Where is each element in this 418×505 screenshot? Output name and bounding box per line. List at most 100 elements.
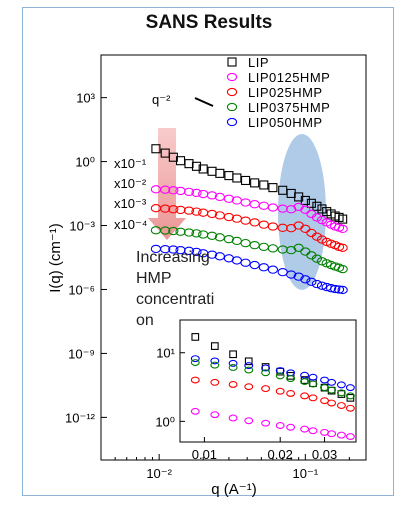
data-point-lip0375hmp (337, 264, 348, 274)
y-tick-label: 10³ (76, 91, 95, 106)
data-point-lip025hmp (223, 212, 235, 222)
inset-data-point (336, 431, 346, 439)
data-point-lip (184, 159, 194, 169)
inset-data-point (336, 402, 346, 409)
inset-data-point (228, 364, 238, 371)
data-point-lip050hmp (183, 246, 195, 255)
legend-label: LIP025HMP (248, 85, 323, 100)
legend-marker (226, 102, 238, 112)
x-axis-label: q (A⁻¹) (211, 481, 256, 498)
inset-data-point (308, 380, 318, 388)
inset-data-point (300, 378, 310, 386)
data-point-lip0125hmp (286, 205, 297, 214)
inset-data-point (261, 364, 271, 372)
inset-x-tick-label: 0.01 (192, 447, 217, 462)
data-point-lip050hmp (240, 258, 251, 267)
inset-data-point (229, 350, 237, 359)
inset-data-point (244, 366, 254, 374)
data-point-lip (224, 171, 234, 181)
data-point-lip (306, 198, 316, 208)
inset-data-point (286, 372, 295, 380)
inset-data-point (261, 385, 271, 393)
increasing-arrow (148, 128, 186, 240)
annotation-line-1: Increasing (136, 249, 210, 266)
data-point-lip050hmp (175, 245, 186, 255)
chart-title: SANS Results (145, 12, 273, 33)
data-point-lip050hmp (286, 270, 297, 279)
inset-data-point (191, 333, 200, 341)
inset-data-point (308, 373, 318, 381)
inset-data-point (345, 384, 355, 392)
data-point-lip (300, 195, 310, 206)
inset-data-point (210, 342, 219, 350)
data-point-lip (259, 180, 269, 190)
inset-plot-area (179, 319, 357, 443)
data-point-lip050hmp (206, 250, 218, 259)
inset-data-point (210, 411, 220, 419)
inset-data-point (244, 417, 254, 425)
data-point-lip (250, 178, 260, 188)
data-point-lip0125hmp (300, 205, 311, 214)
data-point-lip0125hmp (191, 188, 202, 198)
data-point-lip050hmp (333, 285, 345, 294)
data-point-lip050hmp (258, 263, 269, 272)
offset-label-3: x10⁻³ (114, 196, 147, 211)
inset-data-point (228, 414, 238, 422)
concentration-annotation: Increasing HMP concentrati on (136, 247, 248, 331)
inset-data-point (300, 425, 310, 433)
data-point-lip025hmp (206, 209, 218, 219)
legend-marker (226, 117, 238, 127)
data-point-lip050hmp (330, 284, 341, 294)
data-point-lip025hmp (240, 216, 251, 225)
data-point-lip025hmp (198, 208, 209, 217)
data-point-lip (312, 201, 322, 211)
data-point-lip025hmp (300, 224, 311, 233)
inset-data-point (244, 357, 253, 366)
inset-data-point (345, 433, 355, 441)
data-point-lip050hmp (277, 267, 288, 277)
slope-line (194, 97, 214, 107)
data-point-lip0125hmp (311, 213, 323, 222)
data-point-lip050hmp (249, 260, 260, 270)
data-point-lip0125hmp (240, 198, 251, 207)
inset-data-point (244, 362, 254, 370)
inset-data-point (244, 383, 254, 391)
y-tick-label: 10⁻⁶ (68, 282, 95, 297)
y-tick-label: 10⁻³ (69, 219, 95, 234)
inset-data-point (308, 394, 318, 402)
data-point-lip050hmp (267, 265, 279, 274)
legend-label: LIP (248, 55, 269, 70)
inset-data-point (275, 387, 285, 395)
inset-data-point (210, 378, 220, 386)
inset-data-point (300, 392, 310, 400)
legend-marker (226, 72, 238, 82)
annotation-line-2: HMP (136, 270, 172, 287)
data-point-lip0375hmp (198, 230, 209, 239)
data-point-lip025hmp (191, 207, 202, 216)
y-axis-label: I(q) (cm⁻¹) (47, 223, 64, 293)
data-point-lip0375hmp (183, 228, 195, 237)
inset-data-point (286, 423, 296, 431)
data-point-lip0125hmp (198, 189, 209, 199)
x-tick-label: 10⁻¹ (293, 466, 319, 481)
main-plot-area (100, 54, 367, 461)
inset-data-point (210, 357, 220, 365)
inset-data-point (345, 404, 355, 412)
data-point-lip050hmp (306, 277, 317, 286)
offset-label-2: x10⁻² (114, 176, 147, 191)
inset-data-point (327, 386, 337, 394)
data-point-lip0125hmp (168, 186, 179, 195)
data-point-lip0375hmp (175, 227, 186, 236)
data-point-lip050hmp (191, 247, 202, 257)
data-point-lip0375hmp (206, 231, 218, 240)
data-point-lip0375hmp (277, 245, 288, 254)
data-point-lip025hmp (175, 205, 186, 215)
inset-data-point (261, 369, 271, 377)
data-point-lip0125hmp (267, 203, 279, 212)
legend-label: LIP0125HMP (248, 70, 330, 85)
inset-data-point (275, 422, 285, 429)
data-point-lip050hmp (337, 285, 348, 295)
x-tick-label: 10⁻² (146, 466, 172, 481)
data-point-lip0375hmp (231, 236, 243, 246)
